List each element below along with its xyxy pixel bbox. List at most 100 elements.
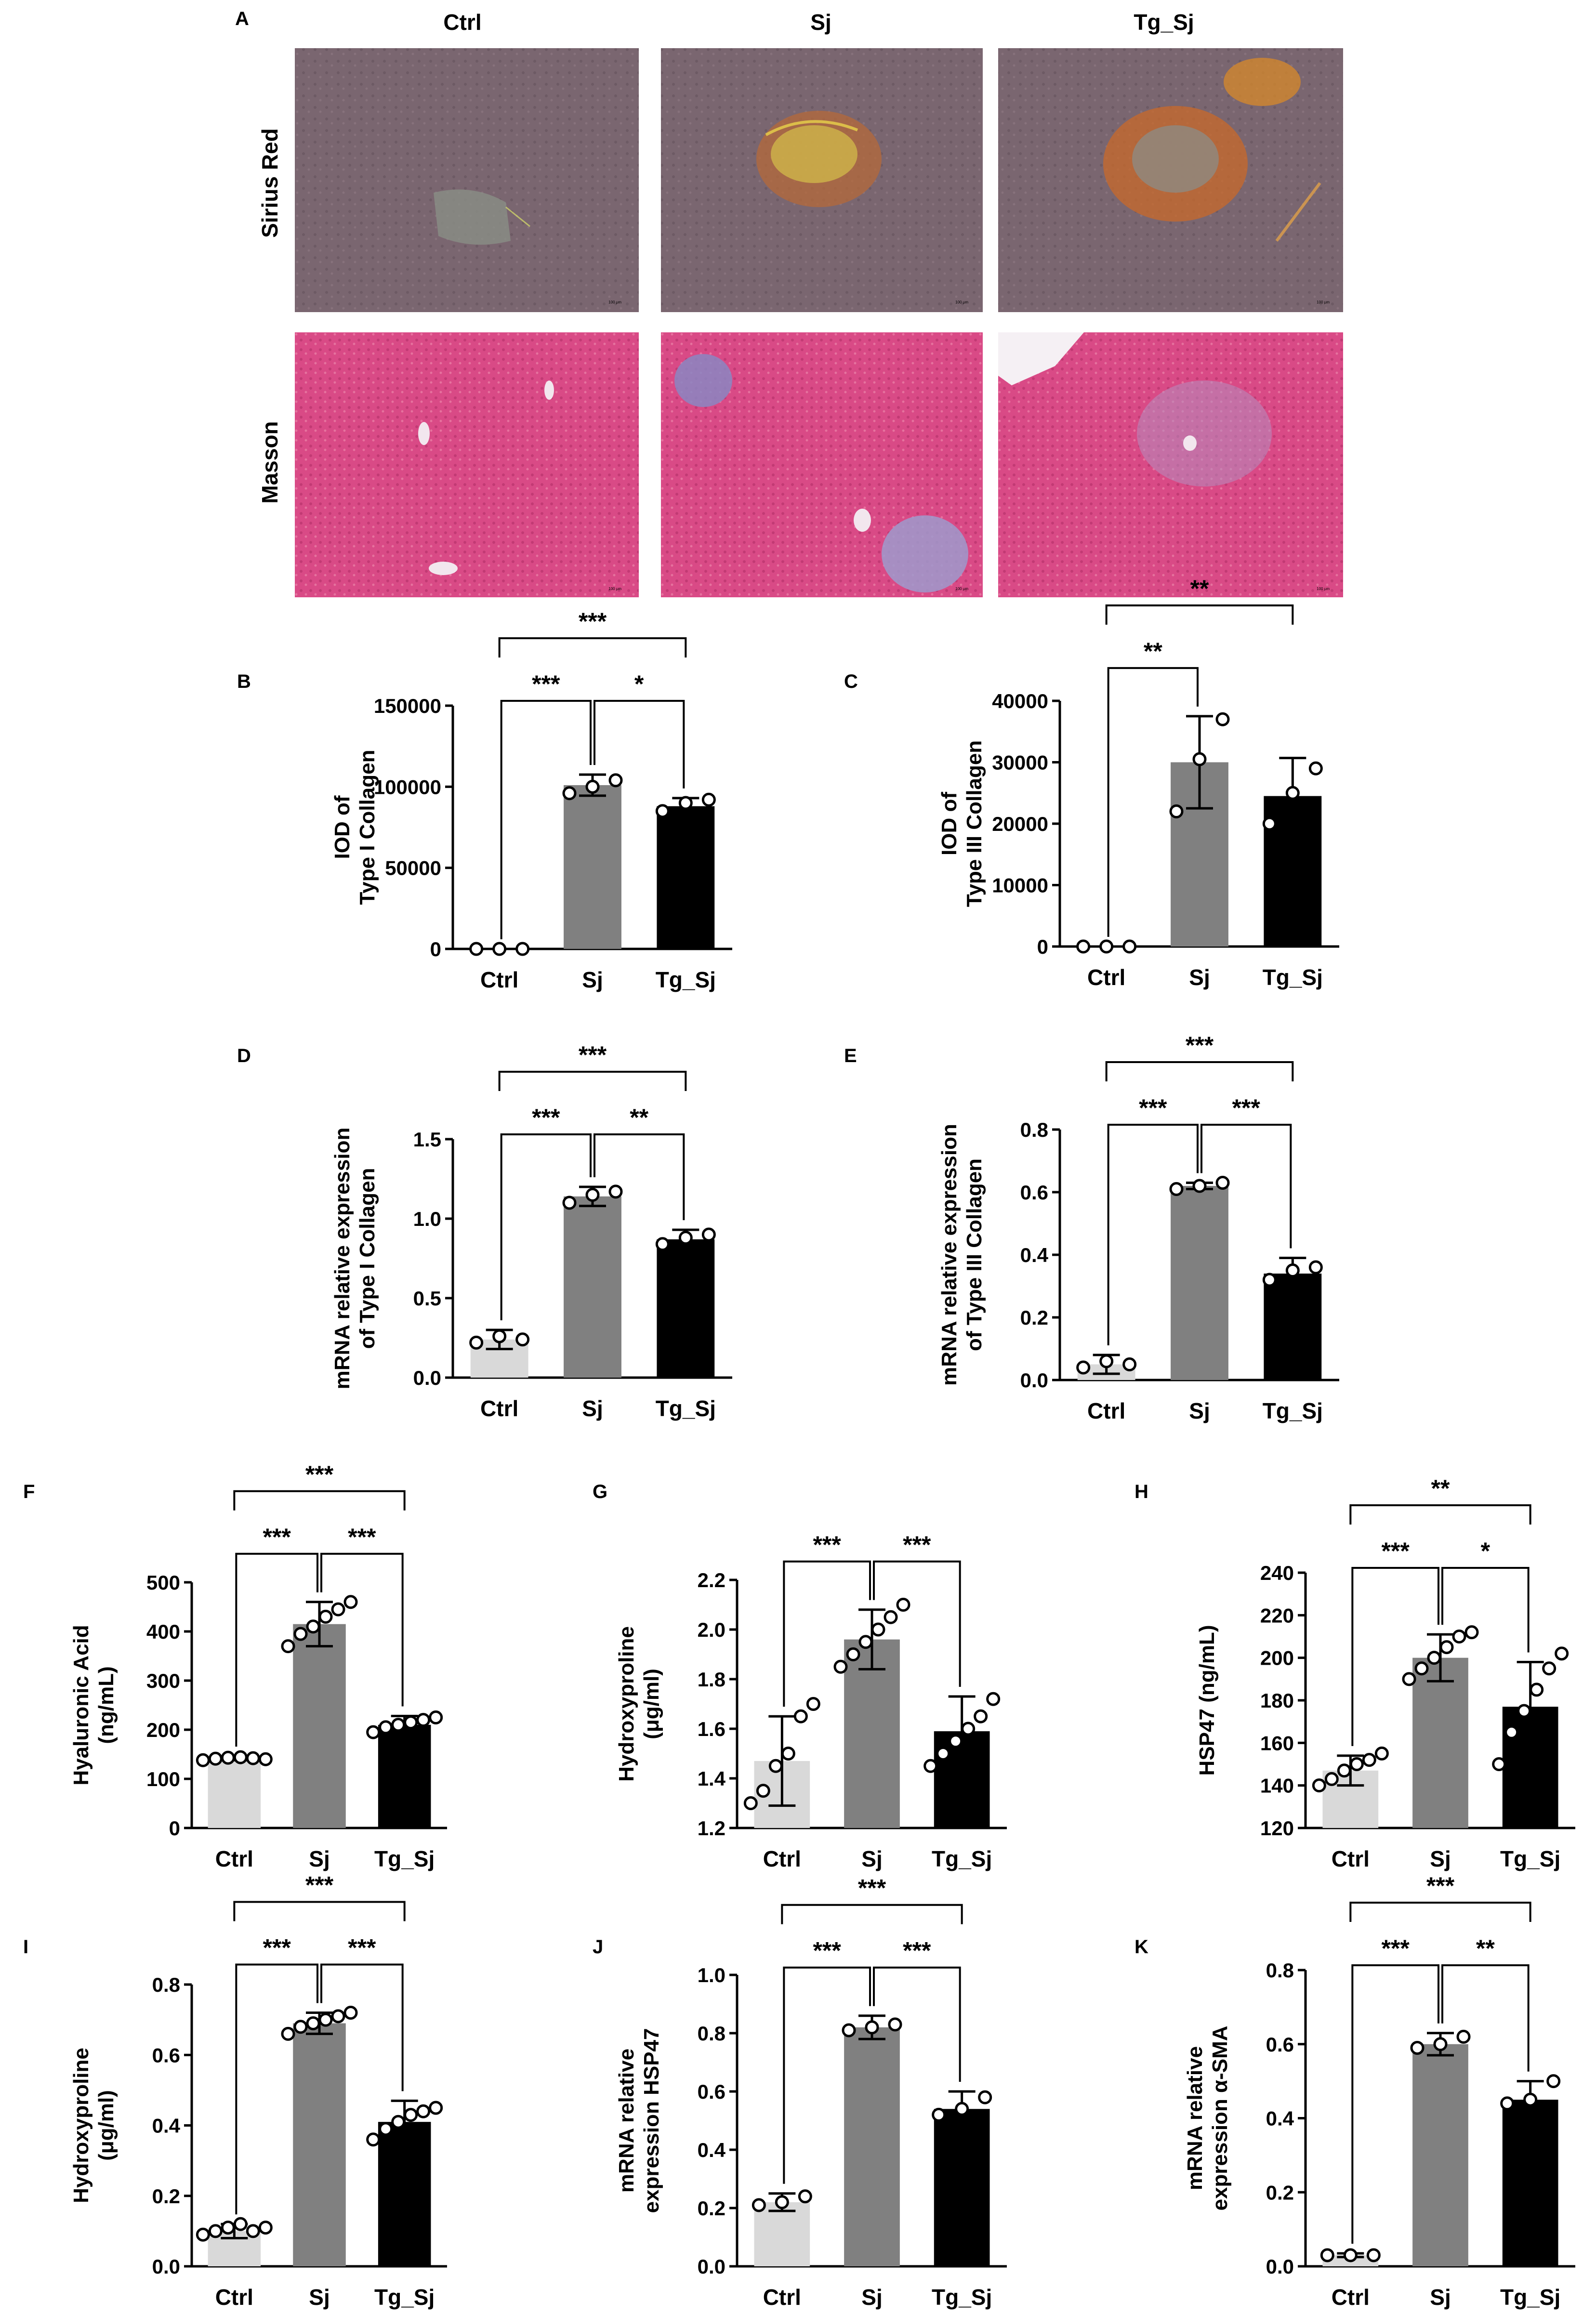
data-point [208,2224,223,2238]
data-point [806,1697,820,1711]
data-point [798,2189,812,2204]
data-point [366,1725,381,1739]
significance-bracket [1107,667,1199,937]
bar-tg-sj [657,1239,715,1378]
micrograph-masson-tg-sj: 100 μm [998,332,1343,597]
data-point [846,1647,860,1661]
x-tick-label: Ctrl [1332,1846,1370,1871]
y-tick-label: 0 [430,938,441,960]
y-tick-label: 1.6 [698,1718,725,1740]
data-point [865,2020,879,2035]
data-point [1523,2092,1538,2107]
data-point [306,1619,320,1634]
y-tick-label: 0.8 [1020,1118,1048,1141]
significance-bracket [1349,1504,1531,1525]
data-point [1366,2248,1381,2262]
data-point [318,1609,333,1624]
data-point [1192,752,1207,766]
y-tick-label: 1.8 [698,1668,725,1691]
data-point [196,1753,210,1767]
y-tick-label: 40000 [992,690,1048,712]
data-point [246,1751,260,1765]
data-point [1402,1672,1416,1686]
significance-bracket [235,1552,318,1747]
data-point [1099,939,1114,954]
significance-label: ** [1476,1935,1495,1962]
panel-a-micrographs: A Ctrl Sj Tg_Sj Sirius Red Masson 100 μm… [235,8,1343,597]
data-point [932,2107,946,2122]
x-tick-label: Tg_Sj [656,1396,716,1421]
data-point [429,2101,443,2115]
data-point [208,1751,223,1766]
panel-label: K [1134,1936,1148,1958]
micrograph-sirius-sj: 100 μm [661,48,983,312]
data-point [1320,2248,1334,2262]
x-tick-label: Sj [582,967,603,992]
x-tick-label: Sj [1189,965,1210,990]
data-point [1262,1273,1277,1287]
data-point [608,1184,623,1199]
y-tick-label: 0.5 [413,1287,441,1310]
data-point [1500,2096,1515,2111]
data-point [1410,2040,1425,2055]
bar-tg-sj [1264,1274,1322,1380]
data-point [1542,1661,1556,1676]
bar-sj [844,2027,900,2266]
data-point [1076,1360,1091,1375]
panel-label: F [23,1481,35,1502]
data-point [1343,2248,1358,2262]
data-point [233,2217,248,2231]
chart-d: D 0.0 0.5 1.0 1.5 mRNA relative expression of … [237,1041,732,1421]
significance-bracket [1351,1567,1439,1746]
data-point [331,1602,345,1617]
y-tick-label: 100000 [374,776,441,798]
data-point [404,1715,418,1730]
significance-label: ** [1431,1475,1450,1502]
significance-label: *** [263,1934,291,1961]
data-point [756,1784,770,1798]
y-axis-label: of Type I Collagen [356,1168,379,1349]
scale-bar-sj: 100 μm [955,300,968,304]
data-point [1169,1182,1184,1196]
data-point [585,779,600,794]
data-point [1414,1661,1429,1676]
y-tick-label: 0.8 [698,2022,725,2045]
y-tick-label: 0.4 [152,2115,181,2137]
row-label-sirius-red: Sirius Red [257,128,282,238]
bar-tg-sj [934,2109,990,2266]
data-point [936,1747,950,1761]
scale-bar-tg-sj: 100 μm [1317,300,1330,304]
bar-sj [564,1196,621,1378]
significance-label: *** [903,1937,931,1964]
y-axis-label: mRNA relative expression [937,1124,961,1386]
data-point [562,1196,577,1210]
x-tick-label: Ctrl [480,967,518,992]
significance-bracket [783,1966,871,2184]
data-point [1215,1176,1230,1190]
bar-tg-sj [378,2122,431,2266]
y-tick-label: 0.8 [152,1973,180,1996]
data-point [281,1639,295,1654]
data-point [678,1231,693,1245]
data-point [293,2020,308,2034]
data-point [833,1659,848,1674]
data-point [1464,1625,1479,1640]
row-label-masson: Masson [257,421,282,503]
x-tick-label: Tg_Sj [932,1846,992,1871]
x-tick-label: Sj [861,2285,882,2310]
bar-sj [1171,1186,1228,1380]
data-point [1099,1354,1114,1368]
data-point [793,1709,808,1723]
data-point [1262,816,1277,831]
data-point [986,1692,1001,1706]
y-tick-label: 220 [1260,1604,1294,1627]
y-tick-label: 1.5 [413,1128,441,1151]
y-tick-label: 30000 [992,751,1048,774]
data-point [258,2221,273,2235]
data-point [233,1750,248,1764]
data-point [949,1734,963,1749]
significance-bracket [1441,1567,1530,1653]
significance-label: * [634,671,644,697]
data-point [585,1188,600,1202]
data-point [974,1709,988,1723]
